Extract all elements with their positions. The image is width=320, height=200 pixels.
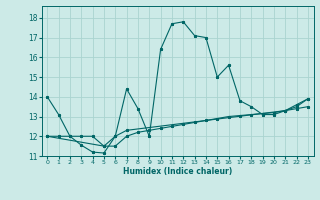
- X-axis label: Humidex (Indice chaleur): Humidex (Indice chaleur): [123, 167, 232, 176]
